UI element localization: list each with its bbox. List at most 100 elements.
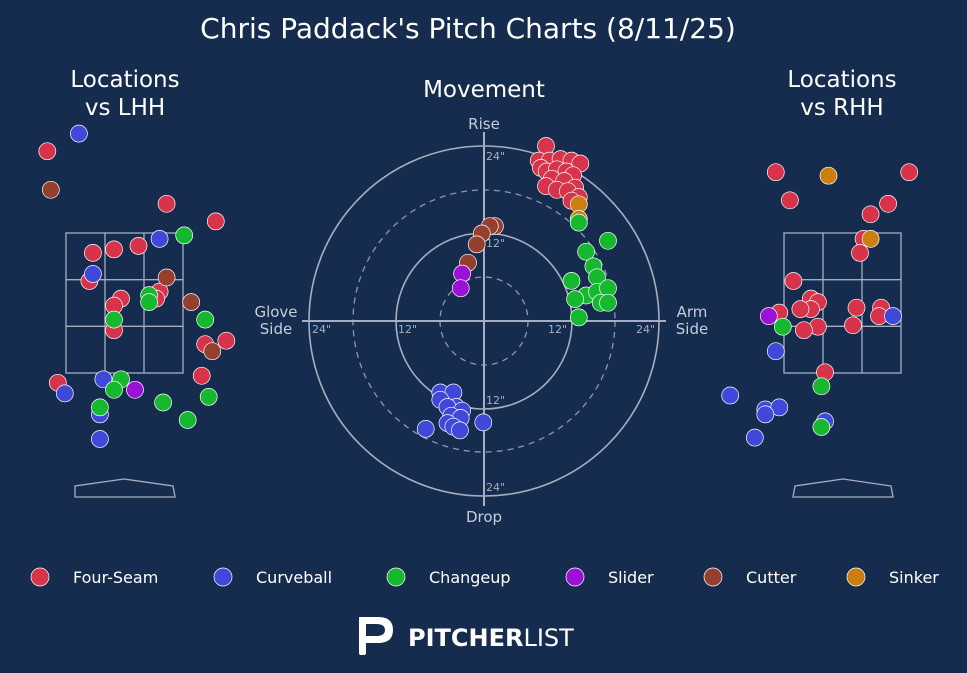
changeup-point: [175, 226, 194, 245]
curveball-point: [70, 124, 88, 143]
four-seam-point: [84, 244, 102, 262]
changeup-point: [812, 377, 831, 396]
changeup-point: [599, 293, 617, 312]
glove-side-label-line2: Side: [260, 320, 292, 338]
changeup-point: [812, 418, 831, 436]
brand-logo: PITCHERLIST: [359, 617, 574, 655]
changeup-point: [562, 272, 581, 290]
legend-marker-curveball: [213, 567, 233, 587]
movement-points: [416, 137, 617, 440]
cutter-point: [157, 268, 176, 287]
four-seam-point: [781, 191, 799, 210]
legend-label-cutter: Cutter: [746, 568, 797, 587]
changeup-point: [196, 310, 215, 329]
glove-side-label-line1: Glove: [254, 303, 297, 321]
figure-title: Chris Paddack's Pitch Charts (8/11/25): [200, 12, 736, 45]
four-seam-point: [879, 194, 897, 213]
cutter-point: [467, 235, 486, 254]
movement-grid: [302, 132, 666, 506]
four-seam-point: [861, 205, 880, 224]
curveball-point: [91, 430, 109, 448]
legend-label-sinker: Sinker: [889, 568, 939, 587]
curveball-point: [745, 428, 764, 447]
four-seam-point: [192, 366, 211, 385]
changeup-point: [91, 398, 109, 417]
legend-item-curveball: Curveball: [213, 567, 332, 587]
curveball-point: [756, 405, 775, 424]
slider-point: [126, 380, 144, 399]
legend-item-sinker: Sinker: [846, 567, 939, 587]
arm-side-label-line1: Arm: [677, 303, 708, 321]
four-seam-point: [795, 321, 813, 340]
sinker-point: [861, 230, 880, 248]
legend-item-cutter: Cutter: [703, 567, 797, 587]
four-seam-point: [105, 240, 123, 259]
curveball-point: [721, 386, 740, 405]
four-seam-point: [791, 300, 810, 318]
rise-label: Rise: [468, 115, 500, 133]
tick-bottom-12: 12": [486, 394, 505, 407]
four-seam-point: [851, 244, 869, 262]
rhh-home-plate: [792, 478, 894, 498]
slider-point: [759, 307, 778, 325]
four-seam-point: [900, 163, 919, 182]
legend-label-curveball: Curveball: [256, 568, 332, 587]
movement-title: Movement: [423, 77, 545, 103]
curveball-point: [766, 342, 785, 361]
legend-label-changeup: Changeup: [429, 568, 511, 587]
changeup-point: [569, 308, 588, 327]
rhh-location-points: [721, 163, 919, 447]
tick-right-24: 24": [636, 323, 655, 336]
curveball-point: [94, 370, 113, 389]
svg-text:PITCHERLIST: PITCHERLIST: [408, 624, 574, 652]
slider-point: [451, 279, 470, 298]
curveball-point: [150, 230, 169, 248]
tick-right-12: 12": [548, 323, 567, 336]
legend-item-changeup: Changeup: [386, 567, 511, 587]
arm-side-label-line2: Side: [676, 320, 708, 338]
pitcherlist-p-icon: [359, 617, 393, 655]
legend-marker-changeup: [386, 567, 406, 587]
changeup-point: [773, 317, 792, 336]
tick-top-12: 12": [486, 237, 505, 250]
rhh-title-line2: vs RHH: [800, 95, 883, 121]
lhh-title-line1: Locations: [70, 67, 179, 93]
drop-label: Drop: [466, 508, 502, 526]
lhh-home-plate: [74, 478, 176, 498]
curveball-point: [770, 398, 789, 417]
lhh-location-points: [38, 124, 236, 448]
four-seam-point: [847, 298, 866, 317]
brand-text-light: LIST: [523, 624, 574, 652]
changeup-point: [140, 293, 158, 311]
curveball-point: [84, 265, 102, 283]
curveball-point: [884, 307, 902, 325]
changeup-point: [105, 310, 123, 329]
four-seam-point: [129, 237, 148, 255]
cutter-point: [41, 180, 60, 199]
tick-top-24: 24": [486, 150, 505, 163]
rhh-title-line1: Locations: [787, 67, 896, 93]
tick-left-12: 12": [398, 323, 417, 336]
legend-label-four-seam: Four-Seam: [73, 568, 158, 587]
changeup-point: [577, 242, 595, 261]
cutter-point: [203, 342, 222, 361]
legend-marker-four-seam: [30, 567, 50, 587]
changeup-point: [599, 231, 617, 250]
four-seam-point: [784, 272, 803, 290]
legend: Four-Seam Curveball Changeup Slider Cutter Si…: [30, 567, 939, 587]
sinker-point: [819, 166, 838, 185]
changeup-point: [105, 380, 123, 399]
tick-bottom-24: 24": [486, 481, 505, 494]
changeup-point: [154, 393, 172, 412]
four-seam-point: [206, 212, 225, 231]
cutter-point: [182, 293, 201, 311]
legend-marker-cutter: [703, 567, 723, 587]
four-seam-point: [766, 163, 785, 182]
four-seam-point: [844, 316, 862, 335]
legend-marker-sinker: [846, 567, 866, 587]
four-seam-point: [157, 194, 176, 213]
legend-marker-slider: [565, 567, 585, 587]
tick-left-24: 24": [312, 323, 331, 336]
legend-item-four-seam: Four-Seam: [30, 567, 158, 587]
